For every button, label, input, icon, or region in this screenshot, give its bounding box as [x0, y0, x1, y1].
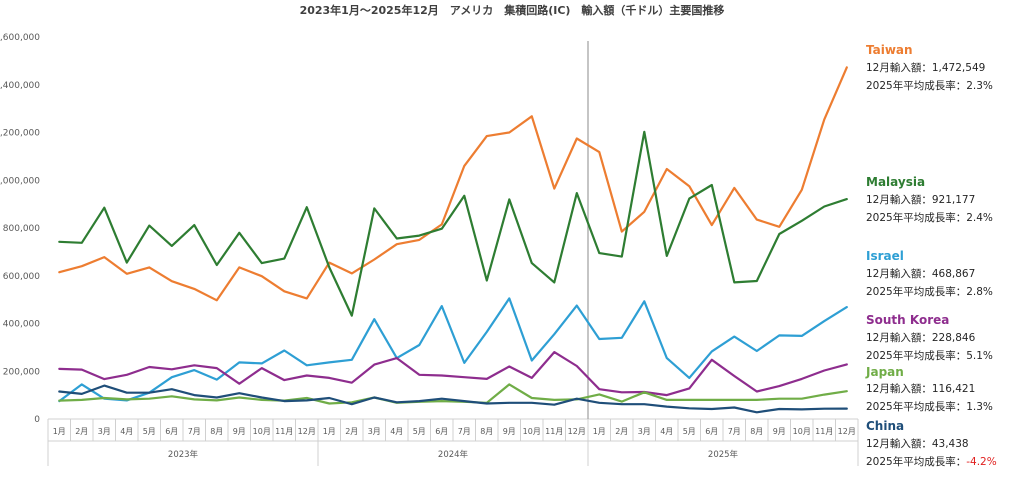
- y-axis: 0 200,000 400,000 600,000 800,000 1,000,000 1,…: [0, 33, 40, 425]
- x-tick-label: 2月: [615, 427, 628, 436]
- series-layer: [58, 66, 848, 414]
- annotation-growth-rate: 2025年平均成長率：-4.2%: [866, 455, 997, 468]
- annotation-growth-rate: 2025年平均成長率：2.3%: [866, 79, 993, 92]
- x-tick-label: 11月: [545, 427, 563, 436]
- x-tick-label: 7月: [458, 427, 471, 436]
- series-line-china: [58, 384, 848, 414]
- annotation-growth-rate: 2025年平均成長率：5.1%: [866, 349, 993, 362]
- annotation-name: Israel: [866, 249, 904, 263]
- x-tick-label: 9月: [503, 427, 516, 436]
- x-axis: 1月 2月 3月 4月 5月 6月 7月 8月 9月 10月 11月 12月 1月 2月 3月 4月 5月 6月 7…: [47, 41, 859, 466]
- annotation-growth-rate: 2025年平均成長率：2.4%: [866, 211, 993, 224]
- annotation-december-value: 12月輸入額：43,438: [866, 438, 969, 450]
- x-tick-label: 7月: [728, 427, 741, 436]
- series-line-malaysia: [58, 130, 848, 317]
- annotation-december-value: 12月輸入額：468,867: [866, 268, 976, 280]
- series-line-israel: [58, 297, 848, 403]
- y-tick-label: 1,600,000: [0, 33, 40, 43]
- x-tick-label: 2月: [75, 427, 88, 436]
- y-tick-label: 600,000: [3, 272, 40, 282]
- y-tick-label: 1,400,000: [0, 81, 40, 91]
- chart-title: 2023年1月～2025年12月 アメリカ 集積回路(IC) 輸入額（千ドル）主…: [300, 3, 725, 17]
- annotation-name: Malaysia: [866, 175, 926, 189]
- x-tick-label: 2月: [345, 427, 358, 436]
- x-tick-label: 10月: [253, 427, 271, 436]
- x-year-label: 2023年: [168, 449, 199, 460]
- annotation-december-value: 12月輸入額：921,177: [866, 194, 976, 206]
- x-tick-label: 5月: [683, 427, 696, 436]
- annotation-israel: Israel 12月輸入額：468,867 2025年平均成長率：2.8%: [866, 250, 993, 297]
- annotation-name: Japan: [866, 365, 904, 379]
- annotation-south-korea: South Korea 12月輸入額：228,846 2025年平均成長率：5.…: [866, 314, 993, 361]
- x-tick-label: 6月: [165, 427, 178, 436]
- series-line-taiwan: [58, 66, 848, 302]
- x-tick-label: 12月: [838, 427, 856, 436]
- annotation-december-value: 12月輸入額：228,846: [866, 332, 976, 344]
- annotation-taiwan: Taiwan 12月輸入額：1,472,549 2025年平均成長率：2.3%: [866, 44, 993, 91]
- x-tick-label: 1月: [323, 427, 336, 436]
- annotation-name: China: [866, 419, 905, 433]
- x-tick-label: 3月: [368, 427, 381, 436]
- x-tick-label: 5月: [413, 427, 426, 436]
- y-tick-label: 200,000: [3, 367, 40, 377]
- series-line-south-korea: [58, 351, 848, 397]
- annotation-china: China 12月輸入額：43,438 2025年平均成長率：-4.2%: [866, 420, 997, 467]
- annotation-name: South Korea: [866, 313, 950, 327]
- annotation-japan: Japan 12月輸入額：116,421 2025年平均成長率：1.3%: [866, 366, 993, 412]
- x-tick-label: 8月: [480, 427, 493, 436]
- annotation-name: Taiwan: [866, 43, 913, 57]
- annotation-december-value: 12月輸入額：116,421: [866, 383, 976, 395]
- y-tick-label: 800,000: [3, 224, 40, 234]
- y-tick-label: 400,000: [3, 320, 40, 330]
- x-year-label: 2025年: [708, 449, 739, 460]
- x-tick-label: 6月: [705, 427, 718, 436]
- x-tick-label: 12月: [298, 427, 316, 436]
- x-tick-label: 10月: [793, 427, 811, 436]
- y-tick-label: 0: [34, 415, 40, 425]
- x-tick-label: 7月: [188, 427, 201, 436]
- series-line-japan: [58, 383, 848, 405]
- x-tick-label: 1月: [593, 427, 606, 436]
- growth-rate-negative-value: -4.2%: [966, 455, 997, 468]
- x-tick-label: 1月: [53, 427, 66, 436]
- x-tick-label: 9月: [773, 427, 786, 436]
- annotation-december-value: 12月輸入額：1,472,549: [866, 62, 986, 74]
- x-tick-label: 6月: [435, 427, 448, 436]
- annotation-growth-rate: 2025年平均成長率：2.8%: [866, 285, 993, 298]
- x-tick-label: 4月: [120, 427, 133, 436]
- y-tick-label: 1,000,000: [0, 176, 40, 186]
- x-tick-label: 3月: [638, 427, 651, 436]
- x-tick-label: 9月: [233, 427, 246, 436]
- x-tick-label: 8月: [210, 427, 223, 436]
- x-tick-label: 5月: [143, 427, 156, 436]
- x-tick-label: 11月: [815, 427, 833, 436]
- x-tick-label: 3月: [98, 427, 111, 436]
- growth-rate-label: 2025年平均成長率：: [866, 455, 967, 468]
- x-tick-label: 8月: [750, 427, 763, 436]
- annotation-growth-rate: 2025年平均成長率：1.3%: [866, 400, 993, 413]
- x-tick-label: 11月: [275, 427, 293, 436]
- x-tick-label: 4月: [660, 427, 673, 436]
- x-year-label: 2024年: [438, 449, 469, 460]
- x-tick-label: 10月: [523, 427, 541, 436]
- annotation-malaysia: Malaysia 12月輸入額：921,177 2025年平均成長率：2.4%: [866, 176, 993, 223]
- y-tick-label: 1,200,000: [0, 129, 40, 139]
- x-tick-label: 12月: [568, 427, 586, 436]
- x-tick-label: 4月: [390, 427, 403, 436]
